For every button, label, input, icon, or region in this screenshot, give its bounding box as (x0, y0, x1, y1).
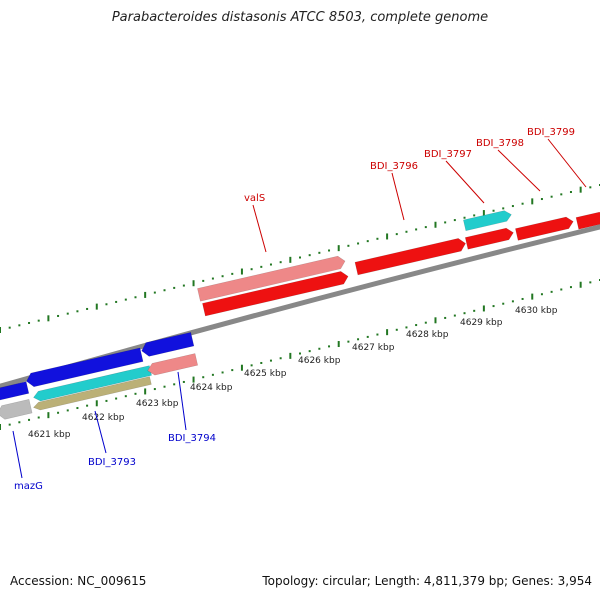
gene-arrow-blue-2 (141, 332, 195, 357)
accession-text: Accession: NC_009615 (10, 574, 147, 588)
gene-label-mazg: mazG (14, 481, 43, 492)
kbp-label: 4628 kbp (406, 330, 449, 340)
gene-arrow-bdi-3794 (147, 353, 199, 376)
kbp-label: 4621 kbp (28, 430, 71, 440)
gene-arrow-vals-pseudo (197, 255, 346, 302)
gene-label-bdi-3793: BDI_3793 (88, 457, 136, 468)
gene-arrow-vals (202, 271, 349, 317)
gene-arrow-cyan (33, 365, 152, 402)
leader-line-bdi-3798 (497, 149, 541, 192)
leader-line-mazg (12, 430, 23, 479)
kbp-label: 4626 kbp (298, 356, 341, 366)
kbp-label: 4629 kbp (460, 318, 503, 328)
leader-line-bdi-3797 (445, 160, 485, 204)
kbp-label: 4624 kbp (190, 383, 233, 393)
map-title: Parabacteroides distasonis ATCC 8503, co… (111, 10, 489, 25)
gene-label-bdi-3799: BDI_3799 (527, 127, 575, 138)
leader-line-bdi-3794 (177, 371, 187, 431)
leader-line-bdi-3799 (547, 138, 587, 188)
kbp-label: 4627 kbp (352, 343, 395, 353)
gene-arrow-bdi-3797-cyan (463, 210, 512, 232)
kbp-label: 4625 kbp (244, 369, 287, 379)
gene-label-bdi-3798: BDI_3798 (476, 138, 524, 149)
kbp-label: 4623 kbp (136, 399, 179, 409)
gene-arrow-bdi-3797 (464, 227, 514, 250)
gene-arrow-olive (33, 376, 152, 411)
leader-line-bdi-3796 (391, 172, 405, 221)
gene-label-vals: valS (244, 193, 265, 204)
gene-label-bdi-3796: BDI_3796 (370, 161, 418, 172)
gene-arrow-bdi-3798 (515, 216, 574, 241)
gene-arrow-bdi-3799 (575, 211, 600, 230)
kbp-label: 4630 kbp (515, 306, 558, 316)
forward-tick-row (0, 184, 600, 333)
reverse-tick-row (0, 279, 600, 430)
gene-label-bdi-3794: BDI_3794 (168, 433, 216, 444)
kbp-label: 4622 kbp (82, 413, 125, 423)
gene-label-bdi-3797: BDI_3797 (424, 149, 472, 160)
gene-arrow-mazg (0, 399, 33, 420)
gene-arrow-left-blue (0, 381, 30, 402)
leader-line-vals (252, 204, 267, 253)
genome-summary-text: Topology: circular; Length: 4,811,379 bp… (262, 574, 592, 588)
gene-arrow-blue-1 (26, 347, 144, 388)
leader-line-bdi-3793 (94, 410, 107, 454)
gene-arrow-bdi-3796 (354, 238, 466, 276)
